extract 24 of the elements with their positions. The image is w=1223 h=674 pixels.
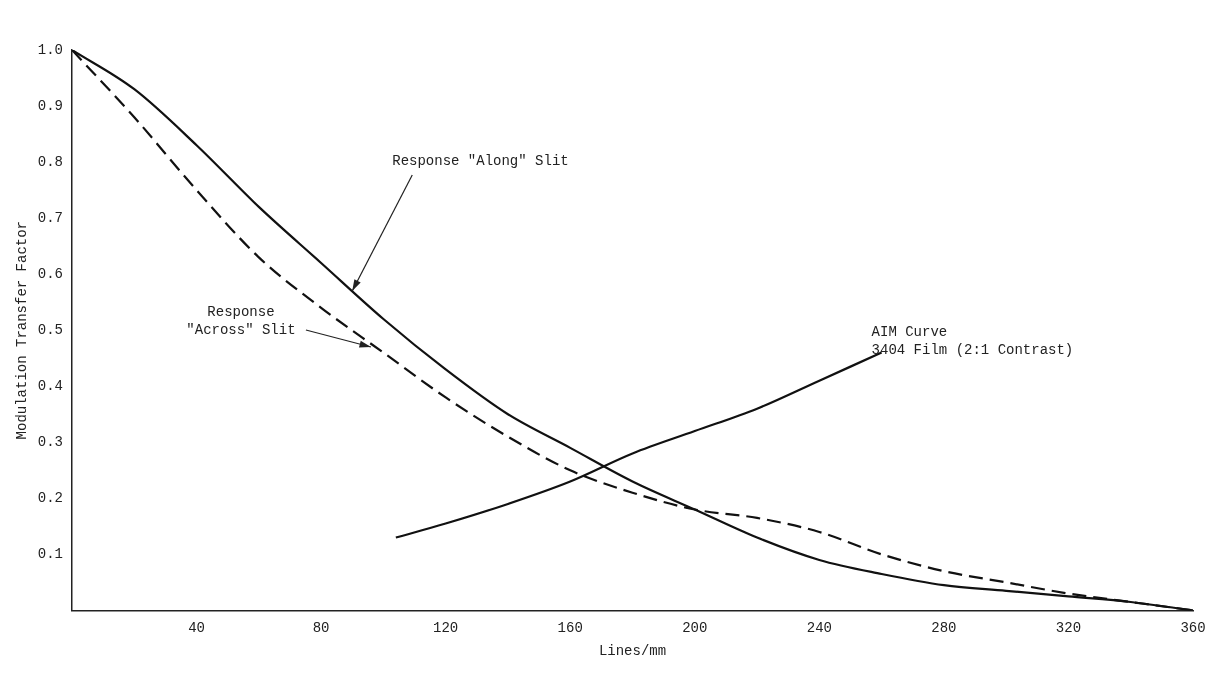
y-tick-label: 1.0: [37, 41, 63, 58]
annotation: Response "Along" Slit: [392, 152, 569, 169]
y-tick-label: 0.3: [37, 433, 63, 450]
x-tick-label: 360: [1180, 619, 1206, 636]
y-tick-label: 0.6: [37, 265, 63, 282]
x-tick-label: 320: [1055, 619, 1082, 636]
y-tick-label: 0.9: [37, 97, 63, 114]
x-tick-label: 280: [931, 619, 957, 636]
y-tick-label: 0.8: [37, 153, 63, 170]
x-tick-label: 40: [188, 619, 205, 636]
y-tick-label: 0.5: [37, 321, 63, 338]
x-tick-label: 160: [557, 619, 583, 636]
y-tick-label: 0.7: [37, 209, 63, 226]
annotation: Response "Across" Slit: [186, 303, 296, 338]
x-axis-title: Lines/mm: [598, 643, 667, 660]
annotation: AIM Curve 3404 Film (2:1 Contrast): [871, 324, 1074, 359]
x-tick-label: 240: [806, 619, 832, 636]
y-tick-label: 0.4: [37, 377, 63, 394]
x-tick-label: 120: [433, 619, 459, 636]
y-tick-label: 0.2: [37, 490, 63, 507]
x-tick-label: 80: [312, 619, 330, 636]
y-axis-title: Modulation Transfer Factor: [14, 220, 31, 440]
x-tick-label: 200: [682, 619, 708, 636]
y-tick-label: 0.1: [37, 546, 63, 563]
